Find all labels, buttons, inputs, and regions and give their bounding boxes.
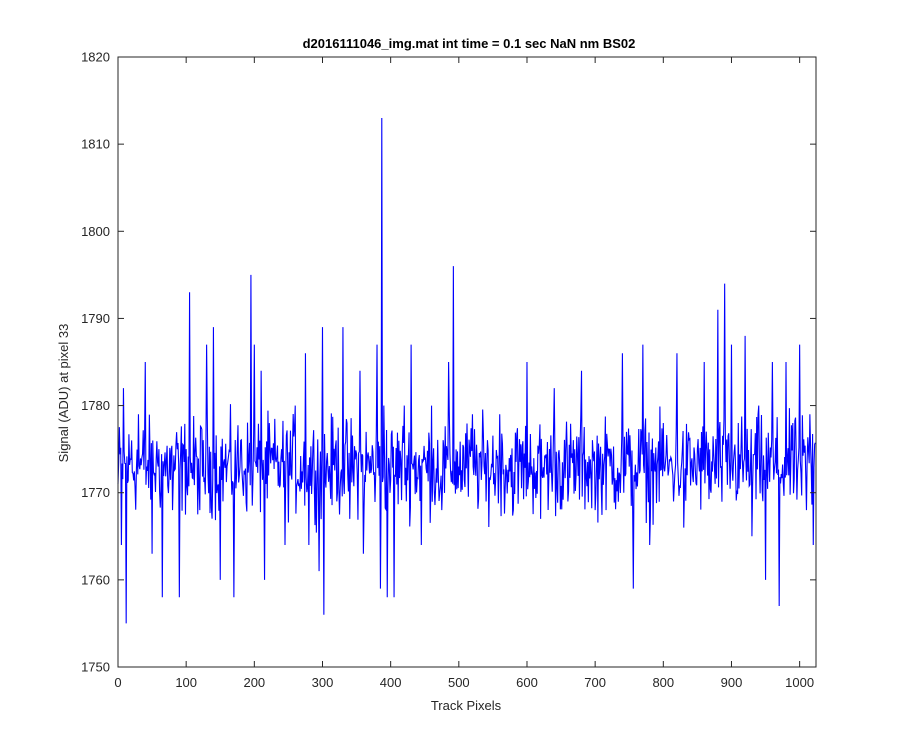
plot-area	[117, 117, 816, 624]
series-line	[117, 117, 816, 624]
x-tick-label: 1000	[785, 675, 814, 690]
x-tick-label: 900	[721, 675, 743, 690]
x-tick-label: 200	[243, 675, 265, 690]
y-tick-label: 1780	[81, 398, 110, 413]
y-tick-label: 1750	[81, 660, 110, 675]
y-tick-label: 1800	[81, 224, 110, 239]
y-tick-label: 1810	[81, 137, 110, 152]
x-tick-label: 0	[114, 675, 121, 690]
x-tick-label: 500	[448, 675, 470, 690]
y-axis-ticks: 1750 1760 1770 1780 1790 1800 1810 1820	[81, 50, 816, 675]
x-axis-label: Track Pixels	[431, 698, 502, 713]
x-tick-label: 300	[312, 675, 334, 690]
y-tick-label: 1790	[81, 311, 110, 326]
axes-frame	[117, 56, 817, 668]
y-tick-label: 1760	[81, 572, 110, 587]
y-axis-label: Signal (ADU) at pixel 33	[56, 324, 71, 463]
x-tick-label: 600	[516, 675, 538, 690]
x-tick-label: 100	[175, 675, 197, 690]
x-tick-label: 400	[380, 675, 402, 690]
y-tick-label: 1820	[81, 50, 110, 65]
chart-title: d2016111046_img.mat int time = 0.1 sec N…	[303, 36, 636, 51]
x-tick-label: 800	[652, 675, 674, 690]
axes-box	[117, 56, 817, 668]
y-tick-label: 1770	[81, 485, 110, 500]
x-tick-label: 700	[584, 675, 606, 690]
x-axis-ticks: 0 100 200 300 400 500 600 700 800 900 1000	[114, 57, 814, 690]
